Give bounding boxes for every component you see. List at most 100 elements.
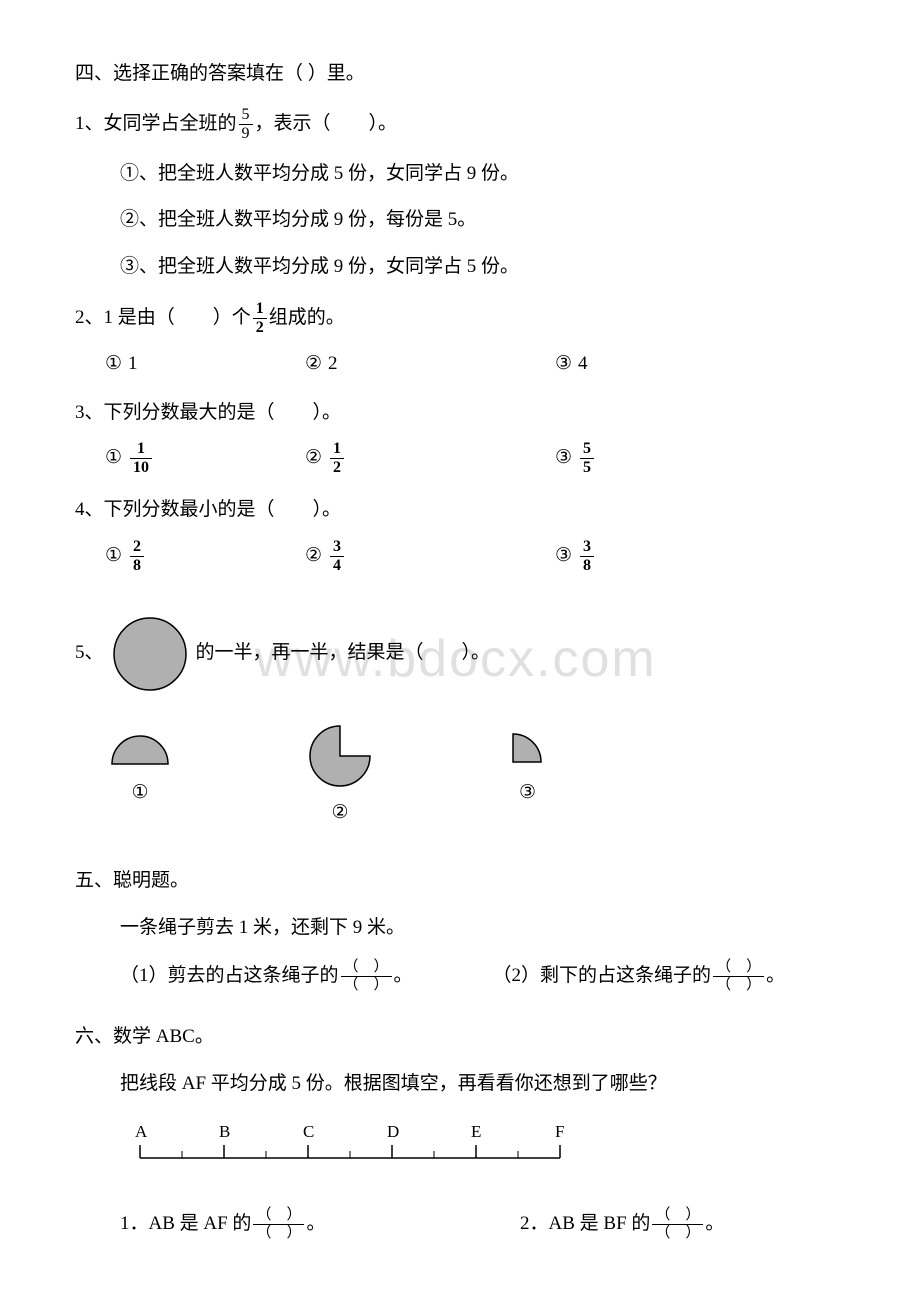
s5-sub2-period: 。 bbox=[766, 962, 785, 991]
pacman-icon bbox=[305, 724, 375, 789]
label-a: A bbox=[135, 1123, 148, 1141]
q1-opt1: ①、把全班人数平均分成 5 份，女同学占 9 份。 bbox=[120, 160, 845, 189]
s6-sub2-period: 。 bbox=[705, 1210, 724, 1239]
s6-sub1-period: 。 bbox=[306, 1210, 325, 1239]
q4-opt2: ② 3 4 bbox=[305, 539, 555, 574]
q5-opt1: ① bbox=[105, 724, 175, 828]
section-6-subs: 1．AB 是 AF 的 （ ） （ ） 。 2．AB 是 BF 的 （ ） （ … bbox=[120, 1208, 845, 1241]
q2-suffix: 组成的。 bbox=[269, 304, 345, 333]
q3-opt1: ① 1 10 bbox=[105, 441, 305, 476]
question-2: 2、1 是由（ ）个 1 2 组成的。 ① 1 ② 2 ③ 4 bbox=[75, 301, 845, 379]
s6-sub2-den: （ ） bbox=[652, 1224, 703, 1241]
q5-options: ① ② ③ bbox=[105, 724, 845, 828]
q2-opt1: ① 1 bbox=[105, 350, 305, 379]
q4-opt3-num: 3 bbox=[580, 539, 594, 556]
q3-opt3-num: 5 bbox=[580, 441, 594, 458]
s5-sub1-den: （ ） bbox=[341, 976, 392, 993]
q4-opt1-label: ① bbox=[105, 542, 122, 571]
q4-opt2-label: ② bbox=[305, 542, 322, 571]
label-c: C bbox=[303, 1123, 314, 1141]
q5-opt3-label: ③ bbox=[519, 779, 536, 808]
s6-sub1-den: （ ） bbox=[253, 1224, 304, 1241]
q3-opt1-den: 10 bbox=[130, 458, 152, 476]
q4-opt1-num: 2 bbox=[130, 539, 144, 556]
q2-opt2-val: 2 bbox=[328, 350, 338, 379]
s6-sub2-prefix: 2．AB 是 BF 的 bbox=[520, 1210, 650, 1239]
q3-opt3-frac: 5 5 bbox=[580, 441, 594, 476]
question-5-text: 5、 的一半，再一半，结果是（ ）。 bbox=[75, 614, 845, 694]
s5-sub2-frac: （ ） （ ） bbox=[713, 960, 764, 993]
q5-prefix: 5、 bbox=[75, 639, 104, 668]
q5-opt2-label: ② bbox=[331, 799, 348, 828]
q3-opt1-num: 1 bbox=[134, 441, 148, 458]
s6-sub1-num: （ ） bbox=[253, 1208, 304, 1224]
s5-sub2-num: （ ） bbox=[713, 960, 764, 976]
q3-options: ① 1 10 ② 1 2 ③ 5 5 bbox=[105, 441, 845, 476]
s6-sub1-frac: （ ） （ ） bbox=[253, 1208, 304, 1241]
q2-opt2: ② 2 bbox=[305, 350, 555, 379]
q4-opt3: ③ 3 8 bbox=[555, 539, 755, 574]
label-f: F bbox=[555, 1123, 564, 1141]
section-5-line1: 一条绳子剪去 1 米，还剩下 9 米。 bbox=[120, 914, 845, 943]
section-5-header: 五、聪明题。 bbox=[75, 867, 845, 896]
q2-frac-num: 1 bbox=[253, 301, 267, 318]
question-1: 1、女同学占全班的 5 9 ，表示（ ）。 ①、把全班人数平均分成 5 份，女同… bbox=[75, 107, 845, 282]
section-5: 五、聪明题。 一条绳子剪去 1 米，还剩下 9 米。 （1）剪去的占这条绳子的 … bbox=[75, 867, 845, 993]
q2-opt3: ③ 4 bbox=[555, 350, 755, 379]
q2-opt2-label: ② bbox=[305, 350, 322, 379]
q5-suffix: 的一半，再一半，结果是（ ）。 bbox=[196, 639, 491, 668]
q4-opt2-num: 3 bbox=[330, 539, 344, 556]
q1-opt2: ②、把全班人数平均分成 9 份，每份是 5。 bbox=[120, 206, 845, 235]
q1-frac-den: 9 bbox=[239, 124, 253, 142]
section-6-header: 六、数学 ABC。 bbox=[75, 1023, 845, 1052]
semicircle-icon bbox=[105, 724, 175, 769]
q3-opt3-den: 5 bbox=[580, 458, 594, 476]
q4-opt3-den: 8 bbox=[580, 556, 594, 574]
quarter-circle-icon bbox=[505, 724, 550, 769]
q3-opt2-frac: 1 2 bbox=[330, 441, 344, 476]
question-3: 3、下列分数最大的是（ ）。 ① 1 10 ② 1 2 ③ 5 bbox=[75, 399, 845, 477]
number-line-svg: A B C D E F bbox=[120, 1123, 580, 1173]
question-3-text: 3、下列分数最大的是（ ）。 bbox=[75, 399, 845, 428]
q4-opt1-frac: 2 8 bbox=[130, 539, 144, 574]
q5-opt1-label: ① bbox=[131, 779, 148, 808]
document-container: 四、选择正确的答案填在（ ）里。 1、女同学占全班的 5 9 ，表示（ ）。 ①… bbox=[75, 60, 845, 1241]
section-5-sub2: （2）剩下的占这条绳子的 （ ） （ ） 。 bbox=[493, 960, 786, 993]
number-line-diagram: A B C D E F bbox=[120, 1123, 845, 1183]
q3-opt2: ② 1 2 bbox=[305, 441, 555, 476]
q4-opt1-den: 8 bbox=[130, 556, 144, 574]
q1-suffix: ，表示（ ）。 bbox=[255, 110, 398, 139]
label-d: D bbox=[387, 1123, 399, 1141]
q5-opt2: ② bbox=[305, 724, 375, 828]
section-6-sub2: 2．AB 是 BF 的 （ ） （ ） 。 bbox=[520, 1208, 724, 1241]
s6-sub2-frac: （ ） （ ） bbox=[652, 1208, 703, 1241]
q1-prefix: 1、女同学占全班的 bbox=[75, 110, 237, 139]
section-5-subs: （1）剪去的占这条绳子的 （ ） （ ） 。 （2）剩下的占这条绳子的 （ ） … bbox=[120, 960, 845, 993]
q3-opt3: ③ 5 5 bbox=[555, 441, 755, 476]
q4-opt1: ① 2 8 bbox=[105, 539, 305, 574]
q4-opt2-frac: 3 4 bbox=[330, 539, 344, 574]
q3-opt3-label: ③ bbox=[555, 444, 572, 473]
question-4: 4、下列分数最小的是（ ）。 ① 2 8 ② 3 4 ③ 3 bbox=[75, 496, 845, 574]
q2-opt3-val: 4 bbox=[578, 350, 588, 379]
q2-opt1-val: 1 bbox=[128, 350, 138, 379]
section-4-header: 四、选择正确的答案填在（ ）里。 bbox=[75, 60, 845, 89]
q2-options: ① 1 ② 2 ③ 4 bbox=[105, 350, 845, 379]
q3-opt1-label: ① bbox=[105, 444, 122, 473]
s5-sub1-period: 。 bbox=[394, 962, 413, 991]
s5-sub1-frac: （ ） （ ） bbox=[341, 960, 392, 993]
question-1-text: 1、女同学占全班的 5 9 ，表示（ ）。 bbox=[75, 107, 845, 142]
q1-fraction: 5 9 bbox=[239, 107, 253, 142]
section-6: 六、数学 ABC。 把线段 AF 平均分成 5 份。根据图填空，再看看你还想到了… bbox=[75, 1023, 845, 1241]
question-2-text: 2、1 是由（ ）个 1 2 组成的。 bbox=[75, 301, 845, 336]
section-6-line1: 把线段 AF 平均分成 5 份。根据图填空，再看看你还想到了哪些？ bbox=[120, 1070, 845, 1099]
s5-sub2-prefix: （2）剩下的占这条绳子的 bbox=[493, 962, 712, 991]
section-5-sub1: （1）剪去的占这条绳子的 （ ） （ ） 。 bbox=[120, 960, 413, 993]
q4-opt3-frac: 3 8 bbox=[580, 539, 594, 574]
label-e: E bbox=[471, 1123, 481, 1141]
q3-opt2-den: 2 bbox=[330, 458, 344, 476]
s6-sub2-num: （ ） bbox=[652, 1208, 703, 1224]
s5-sub2-den: （ ） bbox=[713, 976, 764, 993]
question-5: 5、 的一半，再一半，结果是（ ）。 ① ② bbox=[75, 614, 845, 828]
s6-sub1-prefix: 1．AB 是 AF 的 bbox=[120, 1210, 251, 1239]
